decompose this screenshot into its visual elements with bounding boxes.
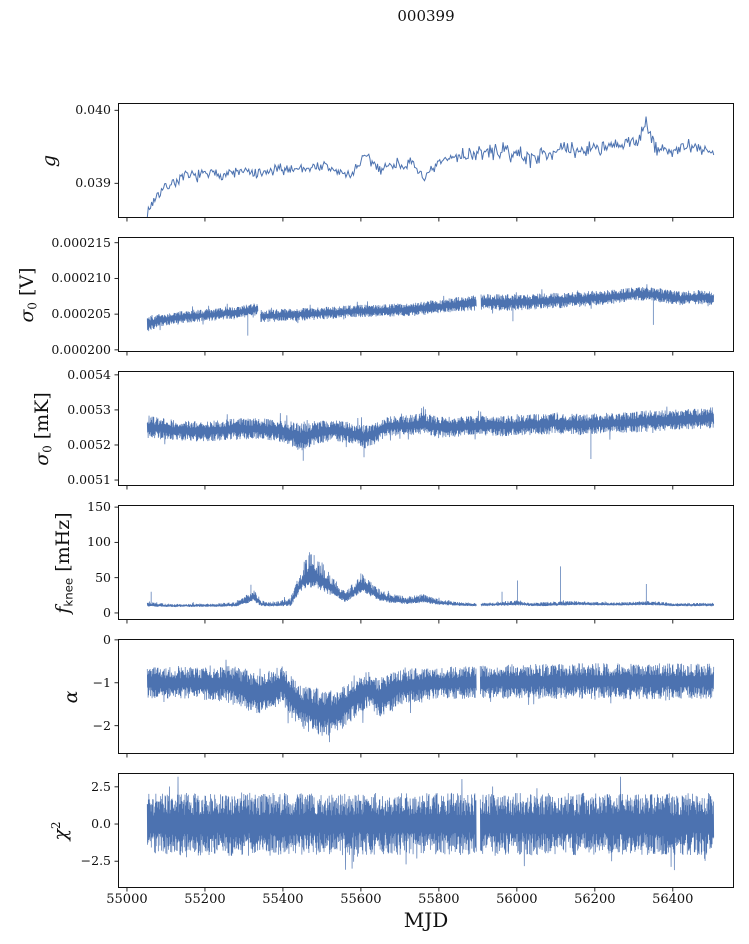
x-tick-label: 55200 [184, 892, 226, 907]
series-chi2 [146, 776, 715, 871]
y-tick-label-g: 0.040 [75, 102, 111, 118]
x-axis-label: MJD [403, 908, 449, 932]
y-axis-label-part: 0 [25, 301, 40, 310]
y-axis-label-g: g [37, 81, 61, 241]
y-tick-label-fknee: 100 [87, 534, 111, 550]
x-tick-label: 56000 [496, 892, 538, 907]
chart-title: 000399 [397, 7, 455, 25]
axes-spines [118, 103, 734, 218]
subplot-chi2 [114, 773, 734, 892]
x-tick-label: 55800 [418, 892, 460, 907]
axes-spines [118, 505, 734, 620]
x-tick-label: 56200 [574, 892, 616, 907]
y-tick-label-alpha: −2 [92, 717, 111, 733]
y-tick-label-alpha: 0 [103, 631, 111, 647]
y-tick-label-g: 0.039 [75, 175, 111, 191]
x-tick-label: 55400 [262, 892, 304, 907]
y-tick-label-chi2: −2.5 [80, 853, 111, 869]
y-tick-label-fknee: 150 [87, 499, 111, 515]
y-axis-label-part: σ [30, 452, 53, 466]
y-tick-label-chi2: 0.0 [91, 816, 111, 832]
subplot-alpha [114, 639, 734, 758]
y-axis-label-part: [mHz] [52, 511, 75, 578]
y-tick-label-chi2: 2.5 [91, 778, 111, 794]
y-tick-label-alpha: −1 [92, 674, 111, 690]
y-axis-label-part: σ [16, 309, 39, 323]
y-axis-label-part: χ [49, 828, 72, 841]
axes-spines [118, 237, 734, 352]
subplot-sigma0-V [114, 237, 734, 356]
y-axis-label-part: f [52, 606, 75, 614]
y-axis-label-part: α [59, 690, 82, 703]
y-tick-label-sigma0-mK: 0.0052 [67, 436, 111, 452]
series-g [146, 116, 715, 219]
y-axis-label-part: [mK] [30, 391, 53, 445]
axes-spines [118, 371, 734, 486]
y-axis-label-part: 0 [40, 444, 55, 453]
x-tick-label: 55000 [106, 892, 148, 907]
x-tick-label: 56400 [652, 892, 694, 907]
y-axis-label-part: [V] [16, 266, 39, 302]
y-tick-label-sigma0-mK: 0.0054 [67, 366, 111, 382]
y-tick-label-fknee: 50 [95, 569, 111, 585]
y-tick-label-sigma0-mK: 0.0053 [67, 401, 111, 417]
series-fknee [146, 552, 715, 608]
subplot-sigma0-mK [114, 371, 734, 490]
y-axis-label-part: g [38, 154, 60, 167]
subplot-fknee [114, 505, 734, 624]
y-tick-label-sigma0-V: 0.000210 [51, 270, 111, 286]
y-axis-label-part: 2 [49, 821, 64, 829]
y-tick-label-fknee: 0 [103, 604, 111, 620]
y-axis-label-chi2: χ2 [44, 751, 71, 911]
series-sigma0-V [146, 284, 715, 336]
y-tick-label-sigma0-V: 0.000200 [51, 341, 111, 357]
y-tick-label-sigma0-V: 0.000205 [51, 306, 111, 322]
axes-spines [118, 639, 734, 754]
y-axis-label-part: knee [61, 577, 76, 607]
subplot-g [114, 103, 734, 222]
y-tick-label-sigma0-V: 0.000215 [51, 234, 111, 250]
series-sigma0-mK [146, 406, 715, 461]
x-tick-label: 55600 [340, 892, 382, 907]
series-alpha [146, 659, 715, 743]
y-tick-label-sigma0-mK: 0.0051 [67, 472, 111, 488]
axes-spines [118, 773, 734, 888]
